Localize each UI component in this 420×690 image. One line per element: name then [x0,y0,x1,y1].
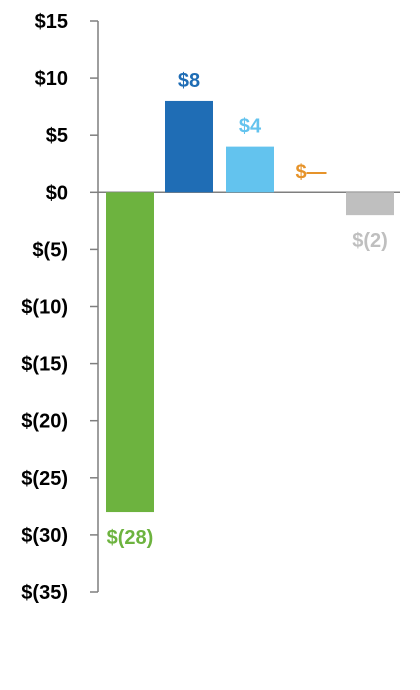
y-tick-label: $(20) [21,411,68,433]
y-tick-label: $10 [35,68,68,90]
bar-layer [106,100,394,513]
bar-data-label: $4 [239,116,262,138]
bar [165,100,213,193]
bar [346,192,394,216]
bar [106,192,154,513]
data-label-layer: $(28) $8 $4 $— $(2) [107,70,388,549]
bar-data-label: $— [295,161,326,183]
bar-data-label: $(28) [107,527,154,549]
y-tick-label: $(10) [21,297,68,319]
bar-data-label: $8 [178,70,200,92]
y-tick-label: $0 [46,182,68,204]
y-tick-label: $(25) [21,468,68,490]
y-tick-label: $5 [46,125,68,147]
y-tick-label: $(35) [21,582,68,604]
y-tick-label: $(30) [21,525,68,547]
bar-data-label: $(2) [352,230,388,252]
axis-layer: $15 $10 $5 $0 $(5) $(10) $(15) $(20) $(25) $(30) $… [21,11,400,604]
y-tick-label: $(5) [32,239,68,261]
y-tick-label: $15 [35,11,68,33]
bar [226,146,274,193]
y-tick-label: $(15) [21,354,68,376]
